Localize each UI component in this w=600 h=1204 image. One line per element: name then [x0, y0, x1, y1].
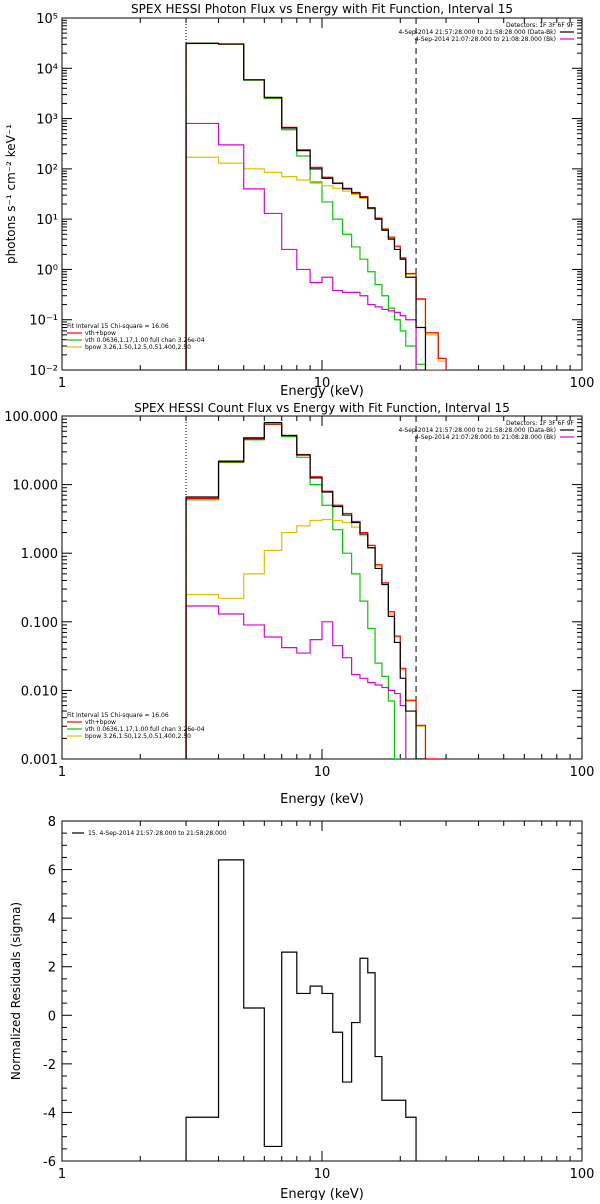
y-tick-label: 10⁰ — [36, 263, 58, 278]
residuals-xlabel: Energy (keV) — [280, 1187, 364, 1200]
count-flux-x-ticks: 1 10 100 — [58, 416, 595, 780]
photon-flux-series-group — [185, 42, 447, 370]
series-sum-line — [185, 423, 439, 759]
count-flux-panel: SPEX HESSI Count Flux vs Energy with Fit… — [61, 401, 583, 807]
y-tick-label: 10² — [36, 163, 58, 178]
series-vth-line — [185, 423, 401, 759]
y-tick-label: 6 — [48, 864, 56, 879]
count-flux-legend-right: Detectors: 1F 3F 6F 9F4-Sep-2014 21:57:2… — [398, 420, 574, 441]
legend-right-entry: Detectors: 1F 3F 6F 9F — [506, 22, 575, 29]
x-tick-label: 100 — [570, 1167, 595, 1182]
residuals-ylabel: Normalized Residuals (sigma) — [9, 902, 23, 1080]
y-tick-label: 10.000 — [13, 479, 59, 494]
photon-flux-ylabel: photons s⁻¹ cm⁻² keV⁻¹ — [4, 124, 18, 264]
series-bk-line — [185, 122, 417, 370]
photon-flux-xlabel: Energy (keV) — [280, 384, 364, 399]
y-tick-label: 2 — [48, 961, 56, 976]
y-tick-label: 0 — [48, 1009, 56, 1024]
photon-flux-title: SPEX HESSI Photon Flux vs Energy with Fi… — [131, 2, 513, 16]
photon-flux-legend-right: Detectors: 1F 3F 6F 9F4-Sep-2014 21:57:2… — [398, 22, 574, 43]
photon-flux-legend-left: Fit Interval 15 Chi-square = 16.06vth+bp… — [67, 323, 205, 351]
y-tick-label: 10⁻¹ — [29, 314, 58, 329]
x-tick-label: 1 — [58, 1167, 66, 1182]
y-tick-label: -4 — [43, 1106, 56, 1121]
legend-right-entry: 4-Sep-2014 21:57:28.000 to 21:58:28.000 … — [398, 29, 556, 36]
y-tick-label: 10⁴ — [36, 62, 58, 77]
series-vth-line — [185, 42, 447, 370]
x-tick-label: 100 — [570, 765, 595, 780]
count-flux-plot-frame — [61, 415, 583, 760]
series-data-line — [185, 42, 427, 370]
residuals-legend-left: 15. 4-Sep-2014 21:57:28.000 to 21:58:28.… — [72, 830, 227, 837]
y-tick-label: 4 — [48, 912, 56, 927]
y-tick-label: 10³ — [36, 113, 58, 128]
photon-flux-x-ticks: 1 10 100 — [58, 18, 595, 391]
residuals-y-ticks: -6 -4 -2 0 2 4 6 8 — [43, 815, 582, 1170]
count-flux-xlabel: Energy (keV) — [280, 792, 364, 807]
legend-right-entry: Detectors: 1F 3F 6F 9F — [506, 420, 575, 427]
y-tick-label: 10⁵ — [36, 12, 58, 27]
series-bpow-line — [185, 156, 447, 370]
photon-flux-marks: 1 10 100 10⁻² 10⁻¹ 10⁰ 10¹ 10² 10³ 10⁴ 10⁵ Detector… — [29, 12, 594, 391]
legend-right-entry: 4-Sep-2014 21:07:28.000 to 21:08:28.000 … — [415, 434, 556, 441]
x-tick-label: 100 — [570, 376, 595, 391]
series-data-line — [185, 422, 427, 759]
series-data-line — [185, 859, 417, 1161]
photon-flux-y-ticks: 10⁻² 10⁻¹ 10⁰ 10¹ 10² 10³ 10⁴ 10⁵ — [29, 12, 582, 379]
x-tick-label: 1 — [58, 765, 66, 780]
legend-left-entry: vth 0.0636,1.17,1.00 full chan 3.26e-04 — [85, 337, 205, 344]
x-tick-label: 1 — [58, 376, 66, 391]
residuals-marks: 1 10 100 -6 -4 -2 0 2 4 6 8 15. 4-Sep-2014 21:57:28… — [43, 815, 594, 1182]
series-bpow-line — [185, 518, 439, 759]
count-flux-series-group — [185, 422, 439, 759]
series-sum-line — [185, 42, 447, 370]
legend-left-entry: vth 0.0636,1.17,1.00 full chan 3.26e-04 — [85, 726, 205, 733]
y-tick-label: 100.000 — [4, 410, 58, 425]
y-tick-label: 0.010 — [21, 684, 58, 699]
legend-left-entry: 15. 4-Sep-2014 21:57:28.000 to 21:58:28.… — [88, 830, 227, 837]
x-tick-label: 10 — [314, 765, 331, 780]
y-tick-label: 0.001 — [21, 753, 58, 768]
legend-left-entry: vth+bpow — [85, 719, 116, 726]
legend-left-entry: Fit Interval 15 Chi-square = 16.06 — [67, 323, 169, 330]
x-tick-label: 10 — [314, 1167, 331, 1182]
count-flux-marks: 1 10 100 0.001 0.010 0.100 1.000 10.000 100.000 D… — [4, 410, 594, 780]
residuals-series-group — [185, 859, 417, 1161]
y-tick-label: 10¹ — [36, 213, 58, 228]
legend-left-entry: bpow 3.26,1.50,12.5,0.51,400,2.50 — [85, 733, 191, 740]
y-tick-label: -6 — [43, 1155, 56, 1170]
legend-left-entry: bpow 3.26,1.50,12.5,0.51,400,2.50 — [85, 344, 191, 351]
legend-right-entry: 4-Sep-2014 21:07:28.000 to 21:08:28.000 … — [415, 36, 556, 43]
x-tick-label: 10 — [314, 376, 331, 391]
y-tick-label: 8 — [48, 815, 56, 830]
legend-left-entry: vth+bpow — [85, 330, 116, 337]
y-tick-label: 1.000 — [21, 547, 58, 562]
count-flux-legend-left: Fit Interval 15 Chi-square = 16.06vth+bp… — [67, 712, 205, 740]
residuals-x-ticks: 1 10 100 — [58, 821, 595, 1182]
count-flux-title: SPEX HESSI Count Flux vs Energy with Fit… — [134, 401, 510, 415]
y-tick-label: 10⁻² — [29, 364, 58, 379]
y-tick-label: -2 — [43, 1058, 56, 1073]
legend-right-entry: 4-Sep-2014 21:57:28.000 to 21:58:28.000 … — [398, 427, 556, 434]
legend-left-entry: Fit Interval 15 Chi-square = 16.06 — [67, 712, 169, 719]
count-flux-y-ticks: 0.001 0.010 0.100 1.000 10.000 100.000 — [4, 410, 582, 768]
series-bk-line — [185, 605, 407, 759]
residuals-panel: Energy (keV) Normalized Residuals (sigma… — [9, 820, 583, 1202]
y-tick-label: 0.100 — [21, 616, 58, 631]
